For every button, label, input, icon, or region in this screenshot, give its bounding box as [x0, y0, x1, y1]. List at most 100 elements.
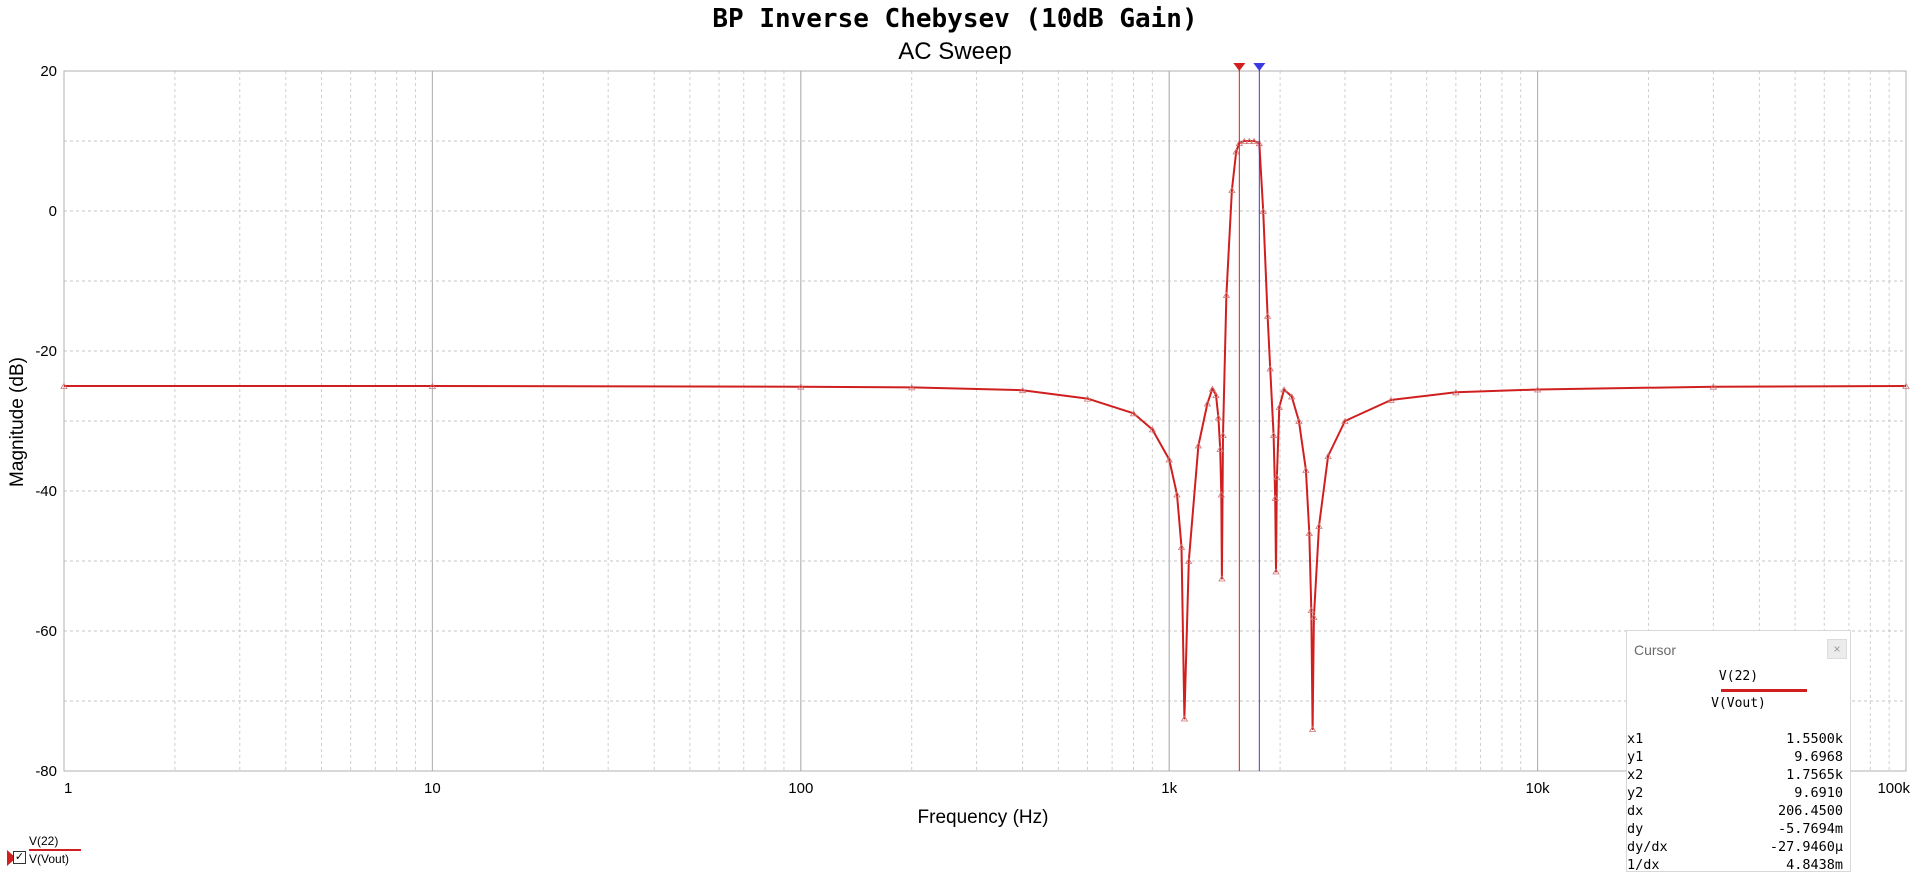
x-tick-label: 10k	[1526, 780, 1551, 797]
series-point-marker	[1280, 386, 1288, 393]
series-point-marker	[1315, 522, 1323, 529]
series-point-marker	[1305, 529, 1313, 536]
series-line	[64, 140, 1907, 730]
series-point-marker	[60, 382, 68, 389]
trace-visibility-checkbox[interactable]: ✓	[13, 851, 26, 864]
cursor-row-dx: dx 206.4500	[1627, 803, 1845, 821]
series-point-marker	[1287, 393, 1296, 400]
y-tick-label: -40	[35, 483, 57, 500]
series-point-marker	[1203, 400, 1212, 407]
cursor-row-key: x1	[1627, 731, 1644, 747]
cursor-row-x1: x1 1.5500k	[1627, 731, 1845, 749]
y-tick-label: 20	[40, 63, 57, 80]
series-point-marker	[1194, 442, 1203, 449]
close-icon[interactable]: ×	[1827, 639, 1847, 659]
chart-subtitle: AC Sweep	[898, 38, 1011, 65]
cursor-row-value: -5.7694m	[1777, 821, 1843, 837]
series-point-marker	[1709, 383, 1718, 390]
cursor-row-y2: y2 9.6910	[1627, 785, 1845, 803]
series-point-marker	[428, 382, 437, 389]
cursor-layer[interactable]	[1233, 63, 1266, 771]
series-point-marker	[1208, 385, 1217, 392]
series-point-marker	[1218, 575, 1226, 582]
series-point-marker	[1266, 365, 1274, 372]
cursor-panel[interactable]: Cursor × V(22) V(Vout) x1 1.5500k y1 9.696…	[1626, 630, 1851, 872]
series-point-marker	[1219, 431, 1227, 438]
chart-title: BP Inverse Chebysev (10dB Gain)	[712, 4, 1197, 34]
cursor-panel-header[interactable]: Cursor ×	[1627, 631, 1850, 665]
x-tick-label: 1	[64, 780, 72, 797]
cursor-trace-secondary: V(Vout)	[1711, 696, 1766, 711]
cursor-row-key: y2	[1627, 785, 1644, 801]
series-point-marker	[1232, 148, 1240, 155]
series-point-marker	[1308, 725, 1317, 732]
series-point-marker	[1533, 386, 1542, 393]
series-point-marker	[1222, 291, 1231, 298]
series-point-marker	[1269, 431, 1278, 438]
cursor-handle-x1	[1233, 63, 1246, 71]
trace-marker-icon	[7, 850, 16, 866]
series-point-marker	[1217, 491, 1226, 498]
series-point-marker	[797, 383, 805, 390]
series-point-marker	[1228, 186, 1236, 193]
series-point-marker	[1216, 445, 1224, 452]
cursor-row-key: x2	[1627, 767, 1644, 783]
cursor-row-value: 9.6968	[1794, 749, 1843, 765]
series-point-marker	[1214, 414, 1223, 421]
cursor-trace-color-line	[1721, 689, 1807, 692]
cursor-row-key: y1	[1627, 749, 1644, 765]
cursor-trace-primary: V(22)	[1718, 669, 1759, 684]
series-point-marker	[1259, 207, 1267, 214]
cursor-row-key: dy/dx	[1627, 839, 1668, 855]
series-point-marker	[1263, 312, 1272, 319]
x-tick-label: 100	[788, 780, 813, 797]
cursor-row-value: 1.7565k	[1786, 767, 1843, 783]
series-point-marker	[1275, 403, 1284, 410]
series-point-marker	[1165, 456, 1173, 463]
series-point-marker	[1177, 543, 1186, 550]
legend-trace-secondary[interactable]: V(Vout)	[29, 852, 70, 866]
plot-area-frame	[63, 70, 1907, 772]
series-point-marker	[1173, 491, 1181, 498]
series-point-marker	[1083, 395, 1092, 402]
cursor-handle-x2	[1253, 63, 1266, 71]
series-point-marker	[1273, 473, 1281, 480]
cursor-row-inv-dx: 1/dx 4.8438m	[1627, 857, 1845, 872]
cursor-panel-title: Cursor	[1634, 642, 1677, 658]
series-point-marker	[1271, 494, 1279, 501]
series-point-marker	[1310, 613, 1318, 620]
cursor-row-dydx: dy/dx -27.9460μ	[1627, 839, 1845, 857]
series-point-marker	[1324, 452, 1332, 459]
series-point-marker	[907, 384, 916, 391]
x-tick-label: 100k	[1877, 780, 1910, 797]
cursor-row-key: dy	[1627, 821, 1644, 837]
x-tick-label: 1k	[1161, 780, 1177, 797]
series-point-marker	[1250, 137, 1258, 144]
x-tick-label: 10	[424, 780, 441, 797]
cursor-row-value: -27.9460μ	[1769, 839, 1843, 855]
series-point-marker	[1272, 568, 1280, 575]
legend-trace-color-line	[29, 849, 81, 851]
y-tick-label: -20	[35, 343, 57, 360]
y-tick-label: 0	[49, 203, 57, 220]
series-layer	[60, 137, 1910, 732]
series-point-marker	[1240, 137, 1249, 144]
legend-trace-primary: V(22)	[29, 834, 59, 848]
series-point-marker	[1902, 382, 1910, 389]
cursor-row-value: 9.6910	[1794, 785, 1843, 801]
cursor-row-dy: dy -5.7694m	[1627, 821, 1845, 839]
series-point-marker	[1341, 417, 1349, 424]
y-tick-label: -60	[35, 623, 57, 640]
series-point-marker	[1129, 410, 1138, 417]
cursor-row-value: 1.5500k	[1786, 731, 1843, 747]
y-axis-label: Magnitude (dB)	[7, 357, 28, 487]
series-point-marker	[1245, 137, 1254, 144]
cursor-row-value: 4.8438m	[1786, 857, 1843, 872]
tick-labels: 1 10 100 1k 10k 100k 20 0 -20 -40 -60 -80	[35, 63, 1910, 797]
series-point-marker	[1212, 391, 1220, 398]
series-point-marker	[1148, 426, 1157, 433]
series-point-marker	[1307, 606, 1315, 613]
series-point-marker	[1185, 557, 1193, 564]
cursor-row-x2: x2 1.7565k	[1627, 767, 1845, 785]
